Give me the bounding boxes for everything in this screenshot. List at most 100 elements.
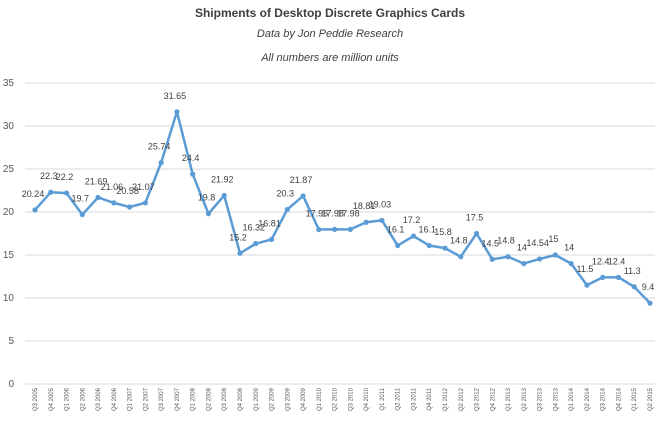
data-point (552, 252, 558, 258)
data-label: 17.98 (321, 208, 344, 218)
data-label: 15.2 (229, 232, 247, 242)
y-tick-label: 10 (3, 293, 15, 304)
data-label: 21.07 (132, 182, 155, 192)
data-label: 15 (548, 234, 558, 244)
x-tick-label: Q2 2012 (459, 387, 465, 411)
chart-title: Shipments of Desktop Discrete Graphics C… (194, 6, 466, 20)
y-tick-label: 35 (3, 78, 15, 89)
data-point (600, 274, 606, 280)
x-tick-label: Q3 2010 (348, 387, 354, 411)
x-tick-label: Q1 2011 (380, 387, 386, 410)
y-tick-label: 5 (8, 336, 14, 347)
data-point (253, 241, 259, 247)
y-tick-label: 0 (8, 379, 14, 390)
x-tick-label: Q4 2014 (616, 387, 622, 411)
data-label: 16.1 (387, 225, 405, 235)
data-point (142, 200, 148, 206)
x-tick-label: Q4 2006 (112, 387, 118, 411)
x-tick-label: Q3 2011 (411, 387, 417, 410)
data-point (631, 284, 637, 290)
x-tick-label: Q3 2009 (285, 387, 291, 411)
data-label: 31.65 (164, 91, 187, 101)
x-tick-label: Q2 2013 (522, 387, 528, 411)
x-tick-label: Q1 2008 (191, 387, 197, 411)
x-tick-label: Q2 2014 (585, 387, 591, 411)
x-tick-label: Q4 2005 (49, 387, 55, 411)
data-label: 21.92 (211, 174, 234, 184)
data-point (647, 300, 653, 306)
x-tick-label: Q4 2010 (364, 387, 370, 411)
y-tick-label: 20 (3, 207, 15, 218)
data-label: 21.69 (85, 176, 108, 186)
x-tick-label: Q1 2006 (65, 387, 71, 411)
data-point (284, 206, 290, 213)
data-label: 21.87 (290, 175, 313, 185)
data-point (332, 226, 338, 232)
data-point (537, 256, 543, 262)
data-point (300, 193, 306, 199)
x-tick-label: Q1 2009 (254, 387, 260, 411)
data-point (32, 207, 38, 213)
data-label: 25.74 (148, 142, 171, 152)
data-point (111, 200, 117, 206)
data-point (489, 256, 495, 262)
data-label: 18.81 (353, 201, 376, 211)
data-point (48, 189, 54, 195)
x-tick-label: Q1 2010 (317, 387, 323, 411)
data-point (190, 171, 196, 177)
data-point (205, 211, 212, 217)
chart-subtitle-source: Data by Jon Peddie Research (256, 28, 404, 40)
data-label: 14 (564, 243, 574, 253)
x-tick-label: Q3 2014 (601, 387, 607, 411)
data-label: 20.3 (277, 188, 295, 198)
data-point (410, 233, 417, 239)
x-tick-label: Q3 2012 (475, 387, 481, 411)
data-label: 15.8 (434, 227, 452, 237)
data-label: 14.8 (497, 236, 515, 246)
data-label: 19.7 (72, 194, 90, 204)
x-tick-label: Q4 2012 (490, 387, 496, 411)
data-point (237, 250, 243, 256)
data-label: 14.8 (450, 236, 468, 246)
data-label: 19.8 (198, 193, 216, 203)
data-point (79, 211, 85, 218)
data-point (442, 245, 448, 251)
data-point (584, 282, 590, 288)
data-point (127, 204, 133, 210)
data-point (174, 109, 180, 115)
data-label: 9.4 (642, 282, 655, 292)
x-tick-label: Q4 2009 (301, 387, 307, 411)
data-label: 17.2 (403, 215, 421, 225)
data-point (458, 254, 464, 260)
data-label: 19.03 (369, 199, 392, 209)
data-point (316, 226, 322, 233)
data-label: 16.32 (243, 223, 266, 233)
data-label: 20.24 (22, 189, 45, 199)
data-point (63, 190, 70, 196)
x-tick-label: Q1 2007 (128, 387, 134, 411)
x-tick-label: Q3 2006 (96, 387, 102, 411)
data-label: 11.5 (576, 264, 593, 274)
x-tick-label: Q2 2009 (270, 387, 276, 411)
series-line (34, 110, 651, 305)
x-tick-label: Q2 2007 (143, 387, 149, 411)
data-label: 14.5 (482, 238, 500, 248)
data-label: 12.4 (592, 256, 610, 266)
data-point (426, 242, 432, 249)
data-label: 14.54 (526, 238, 549, 248)
x-tick-label: Q4 2008 (238, 387, 244, 411)
x-tick-label: Q3 2007 (159, 387, 165, 411)
data-label: 17.98 (337, 208, 360, 218)
data-label: 22.3 (40, 171, 58, 181)
chart-subtitle-units: All numbers are million units (261, 52, 399, 64)
x-tick-label: Q2 2010 (333, 387, 339, 411)
data-label: 17.5 (466, 213, 484, 223)
data-point (615, 274, 622, 280)
data-point (363, 219, 369, 225)
data-label: 22.2 (56, 172, 74, 182)
data-label: 14 (517, 243, 527, 253)
x-tick-label: Q1 2015 (632, 387, 638, 411)
data-point (395, 242, 401, 249)
data-point (268, 236, 275, 243)
